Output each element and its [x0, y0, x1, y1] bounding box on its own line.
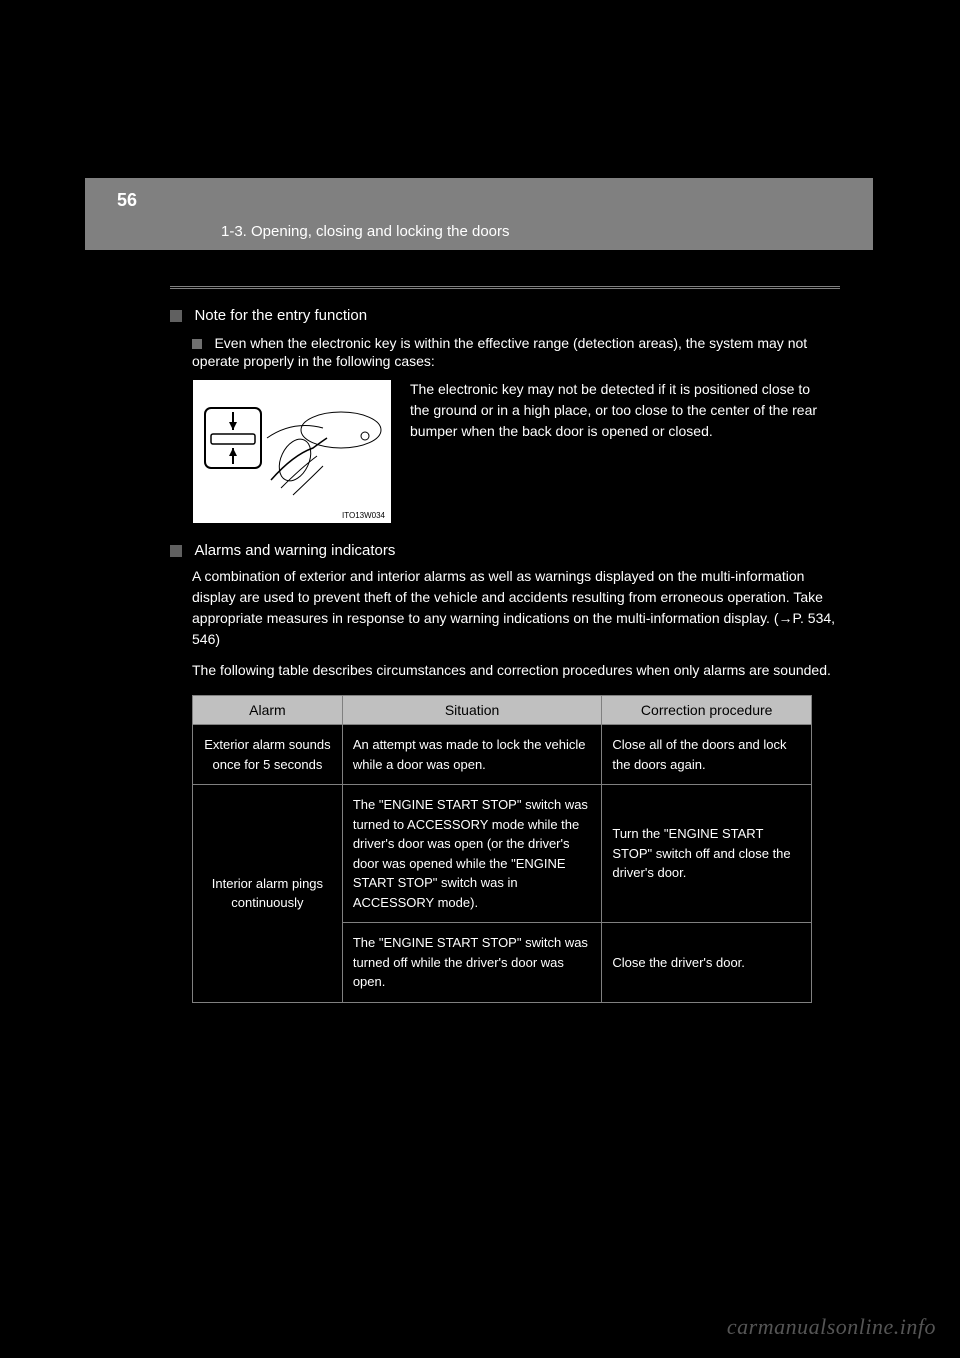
cell-situation: The "ENGINE START STOP" switch was turne… [342, 923, 602, 1003]
col-situation-header: Situation [342, 696, 602, 725]
col-correction-header: Correction procedure [602, 696, 812, 725]
cell-correction: Close the driver's door. [602, 923, 812, 1003]
image-row: ITO13W034 The electronic key may not be … [170, 379, 840, 524]
alarms-section: Alarms and warning indicators A combinat… [170, 542, 840, 1003]
sub-section: Even when the electronic key is within t… [192, 335, 840, 371]
divider [170, 286, 840, 289]
note-entry-section: Note for the entry function Even when th… [170, 307, 840, 524]
page-number: 56 [117, 190, 137, 211]
col-alarm-header: Alarm [193, 696, 343, 725]
cell-situation: An attempt was made to lock the vehicle … [342, 725, 602, 785]
note-heading: Note for the entry function [194, 307, 367, 324]
bullet-icon [170, 545, 182, 557]
page-container: 56 1-3. Opening, closing and locking the… [100, 178, 860, 1278]
cell-alarm: Interior alarm pings continuously [193, 785, 343, 1003]
door-handle-figure: ITO13W034 [192, 379, 392, 524]
section-header: 56 1-3. Opening, closing and locking the… [85, 178, 873, 250]
cell-correction: Close all of the doors and lock the door… [602, 725, 812, 785]
image-caption: The electronic key may not be detected i… [410, 379, 830, 442]
door-handle-svg [193, 380, 392, 524]
watermark: carmanualsonline.info [727, 1314, 936, 1340]
cell-correction: Turn the "ENGINE START STOP" switch off … [602, 785, 812, 923]
sub-heading: Even when the electronic key is within t… [192, 335, 807, 369]
table-header-row: Alarm Situation Correction procedure [193, 696, 812, 725]
cell-situation: The "ENGINE START STOP" switch was turne… [342, 785, 602, 923]
bullet-icon [170, 310, 182, 322]
bullet-icon [192, 339, 202, 349]
alarms-body-2: The following table describes circumstan… [192, 660, 840, 681]
table-row: Exterior alarm sounds once for 5 seconds… [193, 725, 812, 785]
alarms-heading: Alarms and warning indicators [194, 542, 395, 559]
image-code: ITO13W034 [342, 511, 385, 520]
alarms-body-1: A combination of exterior and interior a… [192, 566, 840, 650]
alarm-table: Alarm Situation Correction procedure Ext… [192, 695, 812, 1003]
table-row: Interior alarm pings continuously The "E… [193, 785, 812, 923]
section-title: 1-3. Opening, closing and locking the do… [221, 223, 510, 240]
cell-alarm: Exterior alarm sounds once for 5 seconds [193, 725, 343, 785]
content-area: Note for the entry function Even when th… [170, 286, 840, 1015]
